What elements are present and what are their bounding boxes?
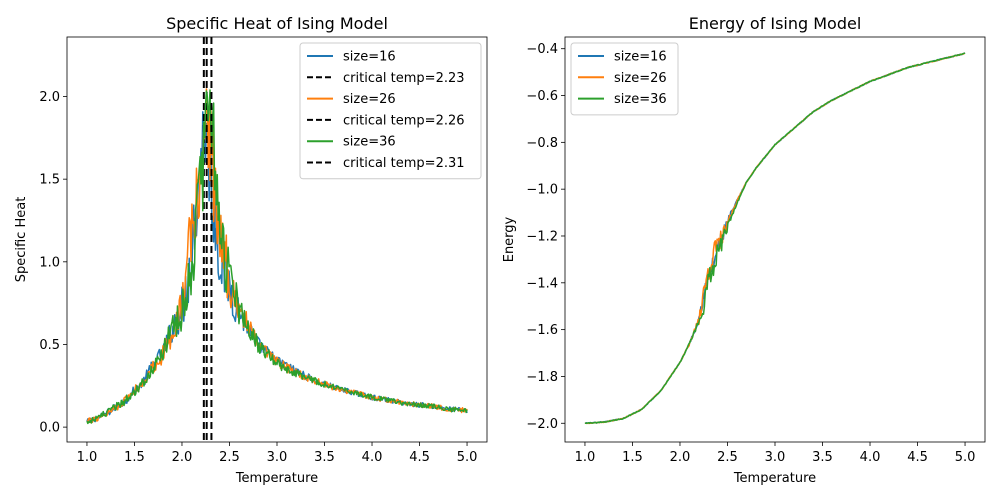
- y-axis-label: Energy: [502, 216, 517, 262]
- chart-title: Specific Heat of Ising Model: [166, 14, 388, 33]
- y-tick-label: 0.0: [39, 421, 60, 436]
- legend-label: size=36: [343, 135, 396, 150]
- x-tick-label: 3.5: [812, 450, 833, 465]
- y-tick-label: 2.0: [39, 90, 60, 105]
- x-axis-label: Temperature: [235, 471, 318, 486]
- legend: size=16 critical temp=2.23 size=26 critical…: [299, 42, 482, 180]
- x-tick-label: 5.0: [955, 450, 976, 465]
- y-tick-label: −1.2: [526, 229, 558, 244]
- x-tick-label: 3.0: [267, 450, 288, 465]
- x-tick-label: 4.5: [409, 450, 430, 465]
- y-axis-label: Specific Heat: [14, 197, 29, 283]
- x-tick-label: 4.0: [860, 450, 881, 465]
- x-tick-label: 2.5: [717, 450, 738, 465]
- x-tick-label: 2.5: [219, 450, 240, 465]
- legend-label: critical temp=2.26: [343, 113, 465, 128]
- y-tick-label: −0.4: [526, 42, 558, 57]
- x-tick-label: 1.5: [124, 450, 145, 465]
- legend-label: critical temp=2.31: [343, 156, 465, 171]
- legend-label: critical temp=2.23: [343, 71, 465, 86]
- y-tick-label: −1.8: [526, 370, 558, 385]
- series-line-size-36: [584, 52, 966, 425]
- legend: size=16 size=26 size=36: [570, 42, 679, 116]
- chart-1: 1.0 1.5 2.0 2.5 3.0 3.5 4.0 4.5 5.0 0.0 0.5 1.0 1.5 2…: [14, 14, 488, 486]
- y-tick-label: −1.0: [526, 183, 558, 198]
- x-tick-label: 3.5: [314, 450, 335, 465]
- plot-area: [584, 52, 966, 425]
- x-tick-label: 1.5: [622, 450, 643, 465]
- y-tick-label: −1.4: [526, 276, 558, 291]
- y-tick-label: −0.6: [526, 89, 558, 104]
- legend-label: size=16: [343, 50, 396, 65]
- x-tick-label: 2.0: [172, 450, 193, 465]
- y-tick-label: −1.6: [526, 323, 558, 338]
- y-tick-label: 1.0: [39, 255, 60, 270]
- legend-box: [299, 42, 482, 180]
- x-tick-label: 4.0: [362, 450, 383, 465]
- x-tick-label: 1.0: [575, 450, 596, 465]
- series-line-size-36: [86, 89, 468, 425]
- chart-2: 1.0 1.5 2.0 2.5 3.0 3.5 4.0 4.5 5.0 −2.0 −1.8 −1.6 −…: [502, 14, 986, 486]
- x-tick-label: 5.0: [457, 450, 478, 465]
- x-tick-label: 2.0: [670, 450, 691, 465]
- legend-label: size=26: [614, 71, 667, 86]
- legend-label: size=36: [614, 92, 667, 107]
- plot-area: [86, 37, 468, 442]
- chart-title: Energy of Ising Model: [689, 14, 862, 33]
- legend-label: size=26: [343, 92, 396, 107]
- y-tick-label: 0.5: [39, 338, 60, 353]
- x-axis-label: Temperature: [733, 471, 816, 486]
- y-tick-label: −0.8: [526, 136, 558, 151]
- x-tick-label: 1.0: [77, 450, 98, 465]
- y-tick-label: 1.5: [39, 173, 60, 188]
- x-tick-label: 3.0: [765, 450, 786, 465]
- legend-label: size=16: [614, 50, 667, 65]
- legend-box: [570, 42, 679, 116]
- x-tick-label: 4.5: [907, 450, 928, 465]
- y-tick-label: −2.0: [526, 417, 558, 432]
